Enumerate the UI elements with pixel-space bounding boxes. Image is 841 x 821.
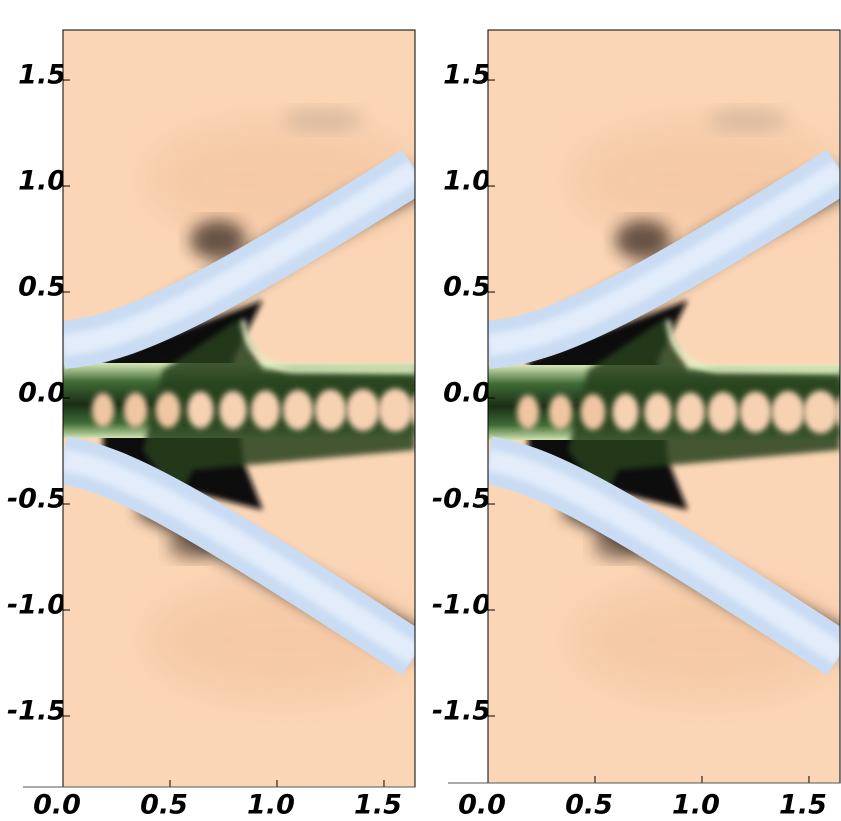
vortex (644, 393, 672, 431)
vortex (187, 391, 214, 429)
shade (708, 108, 788, 132)
y-tick-label: 0.5 (443, 272, 491, 303)
panel: 1.5 1.0 0.5 0.0 -0.5 -1.0 -1.5 0.0 0.5 1.0 1.5 (432, 29, 841, 821)
y-tick-label: -1.0 (432, 590, 491, 621)
vortex (251, 390, 280, 430)
x-tick-label: 1.5 (779, 790, 827, 821)
x-tick-label: 1.0 (247, 790, 295, 821)
band-core (488, 449, 840, 665)
y-tick-label: 1.5 (443, 60, 491, 91)
vortex (803, 390, 838, 434)
x-tick-label: 1.5 (354, 790, 402, 821)
vortex (612, 393, 639, 431)
x-tick-label: 1.0 (672, 790, 720, 821)
vortex (346, 389, 380, 431)
vortex (219, 391, 247, 429)
vortex (835, 396, 840, 428)
x-tick-label: 0.0 (458, 790, 506, 821)
jet-edge (240, 319, 415, 373)
y-tick-label: -1.5 (432, 696, 491, 727)
y-tick-label: 0.0 (443, 378, 491, 409)
x-tick-label: 0.5 (565, 790, 613, 821)
y-tick-label: 1.0 (18, 166, 66, 197)
vortex (707, 392, 739, 432)
jet-edge (665, 319, 840, 373)
vortex (314, 389, 347, 431)
vortex (771, 391, 805, 433)
vortex (410, 394, 415, 426)
band-core (488, 160, 840, 356)
vortex (92, 393, 114, 427)
y-tick-label: 1.5 (18, 60, 66, 91)
y-tick-label: -0.5 (432, 484, 491, 515)
vortex (517, 395, 539, 429)
field (488, 30, 840, 783)
x-tick-label: 0.5 (140, 790, 188, 821)
field (63, 30, 415, 787)
y-tick-label: 1.0 (443, 166, 491, 197)
y-tick-label: -1.0 (7, 589, 66, 620)
x-tick-label: 0.0 (33, 790, 81, 821)
y-tick-label: 0.0 (18, 378, 66, 409)
y-tick-label: 0.5 (18, 272, 66, 303)
vortex (580, 394, 606, 430)
blob (190, 220, 246, 260)
band-core (63, 160, 415, 356)
vortex (155, 392, 181, 428)
vortex (676, 392, 705, 432)
y-tick-label: -1.5 (7, 695, 66, 726)
vortex (739, 391, 772, 433)
y-tick-label: -0.5 (7, 483, 66, 514)
blob (615, 220, 671, 260)
vortex (123, 392, 148, 428)
vortex (282, 390, 314, 430)
panel: 1.5 1.0 0.5 0.0 -0.5 -1.0 -1.5 0.0 0.5 1.0 1.5 (7, 29, 416, 821)
band-core (63, 449, 415, 665)
shade (283, 108, 363, 132)
vortex (548, 394, 573, 430)
vortex (378, 388, 413, 432)
